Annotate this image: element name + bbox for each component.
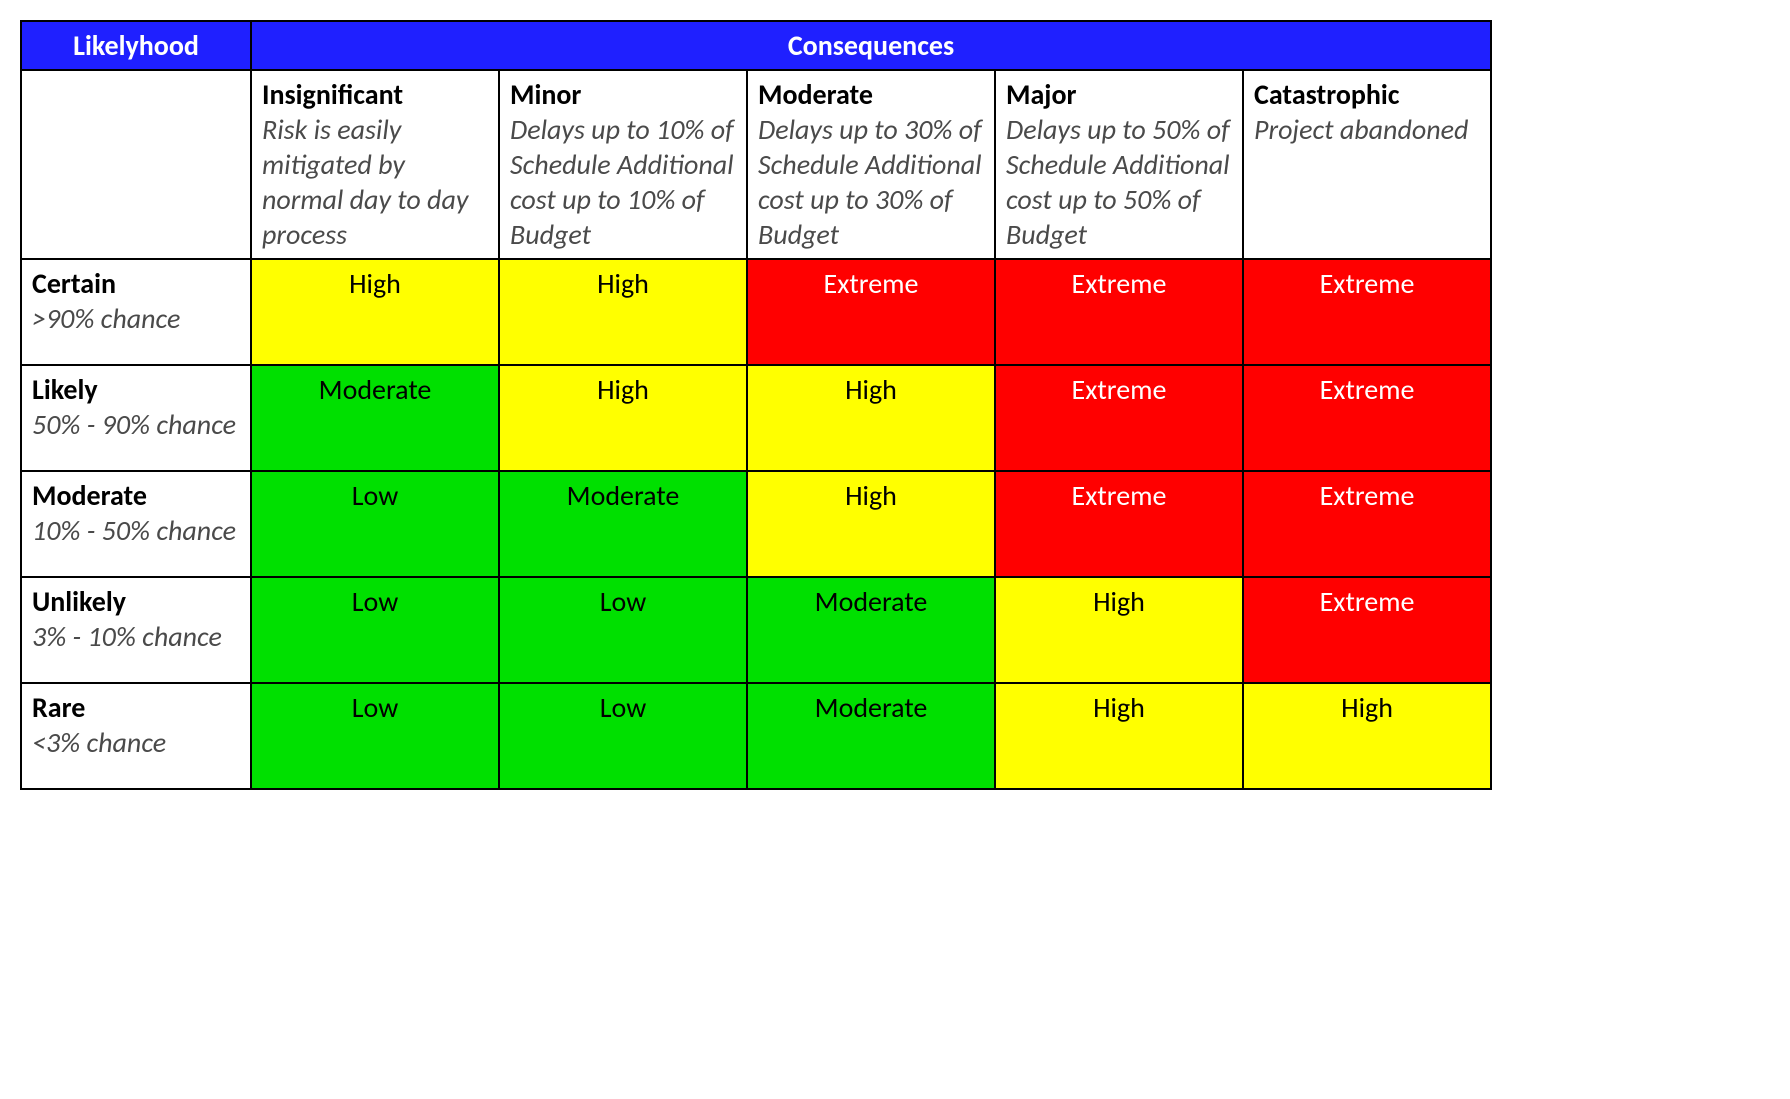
risk-cell: Extreme: [995, 471, 1243, 577]
risk-row-rare: Rare <3% chance Low Low Moderate High Hi…: [21, 683, 1491, 789]
consequence-title: Major: [1006, 77, 1232, 112]
blank-cell: [21, 70, 251, 259]
likelihood-desc: 10% - 50% chance: [32, 513, 240, 548]
likelihood-moderate: Moderate 10% - 50% chance: [21, 471, 251, 577]
risk-row-moderate: Moderate 10% - 50% chance Low Moderate H…: [21, 471, 1491, 577]
risk-cell: Extreme: [1243, 471, 1491, 577]
likelihood-desc: 50% - 90% chance: [32, 407, 240, 442]
likelihood-desc: <3% chance: [32, 725, 240, 760]
consequence-major: Major Delays up to 50% of Schedule Addit…: [995, 70, 1243, 259]
risk-row-unlikely: Unlikely 3% - 10% chance Low Low Moderat…: [21, 577, 1491, 683]
risk-cell: Moderate: [499, 471, 747, 577]
likelihood-rare: Rare <3% chance: [21, 683, 251, 789]
risk-cell: High: [995, 577, 1243, 683]
consequence-title: Minor: [510, 77, 736, 112]
risk-cell: Low: [251, 471, 499, 577]
risk-cell: Low: [251, 577, 499, 683]
risk-cell: Extreme: [747, 259, 995, 365]
risk-cell: Low: [499, 683, 747, 789]
consequence-desc: Risk is easily mitigated by normal day t…: [262, 112, 488, 252]
likelihood-desc: 3% - 10% chance: [32, 619, 240, 654]
consequence-desc: Delays up to 50% of Schedule Additional …: [1006, 112, 1232, 252]
likelihood-desc: >90% chance: [32, 301, 240, 336]
risk-cell: Low: [499, 577, 747, 683]
consequence-title: Catastrophic: [1254, 77, 1480, 112]
risk-cell: High: [251, 259, 499, 365]
consequences-header: Consequences: [251, 21, 1491, 70]
consequence-desc: Delays up to 30% of Schedule Additional …: [758, 112, 984, 252]
consequence-title: Moderate: [758, 77, 984, 112]
consequence-insignificant: Insignificant Risk is easily mitigated b…: [251, 70, 499, 259]
risk-cell: Low: [251, 683, 499, 789]
risk-cell: High: [747, 471, 995, 577]
consequence-desc-row: Insignificant Risk is easily mitigated b…: [21, 70, 1491, 259]
likelihood-title: Rare: [32, 690, 240, 725]
risk-cell: High: [995, 683, 1243, 789]
risk-matrix-table: Likelyhood Consequences Insignificant Ri…: [20, 20, 1492, 790]
likelihood-header: Likelyhood: [21, 21, 251, 70]
likelihood-title: Moderate: [32, 478, 240, 513]
consequence-moderate: Moderate Delays up to 30% of Schedule Ad…: [747, 70, 995, 259]
likelihood-title: Unlikely: [32, 584, 240, 619]
risk-cell: Extreme: [1243, 577, 1491, 683]
risk-row-likely: Likely 50% - 90% chance Moderate High Hi…: [21, 365, 1491, 471]
consequence-catastrophic: Catastrophic Project abandoned: [1243, 70, 1491, 259]
risk-cell: Extreme: [1243, 365, 1491, 471]
risk-cell: High: [499, 365, 747, 471]
consequence-minor: Minor Delays up to 10% of Schedule Addit…: [499, 70, 747, 259]
risk-row-certain: Certain >90% chance High High Extreme Ex…: [21, 259, 1491, 365]
likelihood-likely: Likely 50% - 90% chance: [21, 365, 251, 471]
likelihood-certain: Certain >90% chance: [21, 259, 251, 365]
likelihood-title: Likely: [32, 372, 240, 407]
risk-cell: Extreme: [995, 259, 1243, 365]
risk-cell: Moderate: [747, 683, 995, 789]
risk-cell: Extreme: [995, 365, 1243, 471]
risk-cell: Moderate: [747, 577, 995, 683]
header-row: Likelyhood Consequences: [21, 21, 1491, 70]
risk-cell: High: [747, 365, 995, 471]
risk-cell: Extreme: [1243, 259, 1491, 365]
likelihood-title: Certain: [32, 266, 240, 301]
consequence-desc: Delays up to 10% of Schedule Additional …: [510, 112, 736, 252]
risk-cell: Moderate: [251, 365, 499, 471]
risk-cell: High: [499, 259, 747, 365]
consequence-desc: Project abandoned: [1254, 112, 1480, 147]
likelihood-unlikely: Unlikely 3% - 10% chance: [21, 577, 251, 683]
risk-cell: High: [1243, 683, 1491, 789]
consequence-title: Insignificant: [262, 77, 488, 112]
